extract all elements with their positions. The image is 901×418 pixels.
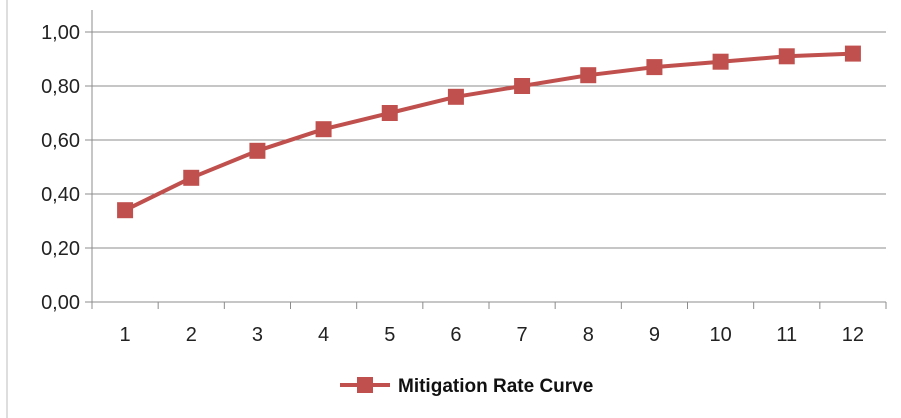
legend: Mitigation Rate Curve [340, 376, 593, 397]
y-tick-label: 0,00 [41, 292, 80, 314]
x-tick-label: 5 [384, 324, 395, 346]
x-tick-label: 7 [517, 324, 528, 346]
y-tick-label: 0,80 [41, 76, 80, 98]
y-tick-label: 0,60 [41, 130, 80, 152]
y-tick-label: 1,00 [41, 22, 80, 44]
data-point [117, 202, 134, 219]
x-tick-label: 3 [252, 324, 263, 346]
gridlines [92, 31, 886, 249]
y-tick-label: 0,20 [41, 238, 80, 260]
x-tick-label: 6 [450, 324, 461, 346]
data-point [778, 48, 795, 65]
legend-marker [357, 377, 373, 393]
data-point [844, 45, 861, 62]
x-tick-label: 1 [120, 324, 131, 346]
x-tick-label: 9 [649, 324, 660, 346]
x-tick-label: 2 [186, 324, 197, 346]
data-point [447, 88, 464, 105]
y-tick-label: 0,40 [41, 184, 80, 206]
x-tick-labels: 1 2 3 4 5 6 7 8 9 10 11 12 [120, 324, 865, 346]
data-point [514, 78, 531, 94]
y-tick-labels: 0,00 0,20 0,40 0,60 0,80 1,00 [41, 22, 80, 314]
axes [85, 10, 887, 309]
x-tick-label: 8 [583, 324, 594, 346]
data-point [249, 142, 266, 159]
data-point [315, 121, 332, 138]
x-tick-label: 4 [318, 324, 329, 346]
x-tick-label: 10 [709, 324, 731, 346]
series-group [117, 45, 861, 219]
data-point [183, 169, 200, 186]
series-line [124, 51, 853, 212]
x-tick-label: 11 [776, 324, 797, 346]
legend-label: Mitigation Rate Curve [398, 376, 593, 397]
x-tick-label: 12 [842, 324, 864, 346]
data-point [712, 53, 729, 70]
data-point [646, 59, 663, 76]
data-point [580, 67, 597, 84]
data-point [381, 105, 398, 121]
